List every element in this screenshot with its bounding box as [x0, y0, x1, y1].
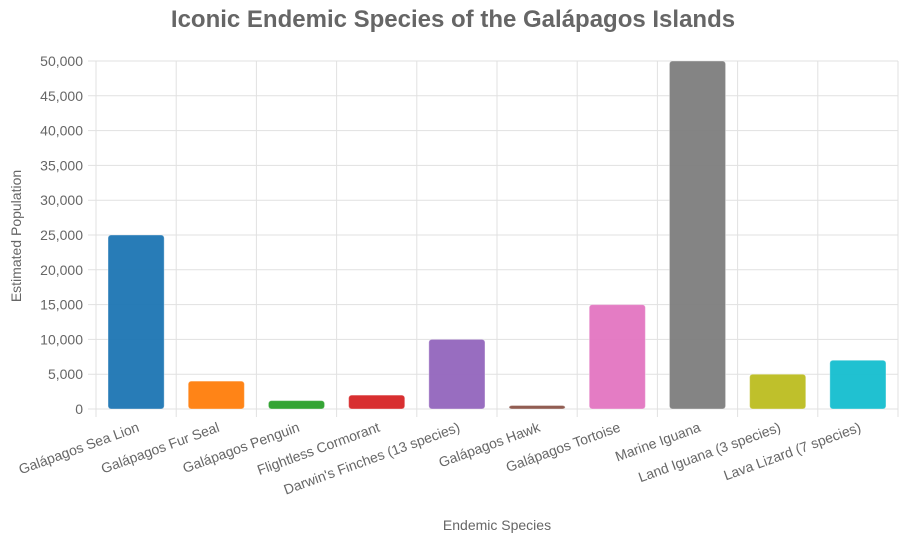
- x-axis-label: Endemic Species: [443, 517, 551, 533]
- bar: [749, 373, 807, 410]
- y-tick-label: 40,000: [40, 123, 83, 139]
- bar: [428, 338, 486, 410]
- y-tick-label: 15,000: [40, 297, 83, 313]
- y-tick-label: 45,000: [40, 88, 83, 104]
- y-tick-label: 20,000: [40, 262, 83, 278]
- bar: [588, 304, 646, 410]
- bar: [508, 405, 566, 410]
- bars: [107, 60, 887, 410]
- x-tick-label: Land Iguana (3 species): [636, 419, 783, 485]
- y-axis-label: Estimated Population: [8, 170, 24, 302]
- chart-title: Iconic Endemic Species of the Galápagos …: [171, 6, 735, 33]
- y-tick-label: 30,000: [40, 192, 83, 208]
- y-tick-label: 35,000: [40, 157, 83, 173]
- bar: [107, 234, 165, 410]
- y-axis-ticks: 0 5,000 10,000 15,000 20,000 25,000 30,000 35,0…: [40, 53, 83, 417]
- bar: [668, 60, 727, 410]
- x-tick-label: Lava Lizard (7 species): [721, 419, 862, 484]
- bar: [829, 359, 887, 410]
- bar: [267, 400, 326, 410]
- y-tick-label: 25,000: [40, 227, 83, 243]
- y-tick-label: 50,000: [40, 53, 83, 69]
- bar: [348, 394, 406, 410]
- y-tick-label: 10,000: [40, 331, 83, 347]
- bar: [187, 380, 245, 410]
- grid-layer: [88, 60, 899, 417]
- y-tick-label: 5,000: [48, 366, 83, 382]
- y-tick-label: 0: [75, 401, 83, 417]
